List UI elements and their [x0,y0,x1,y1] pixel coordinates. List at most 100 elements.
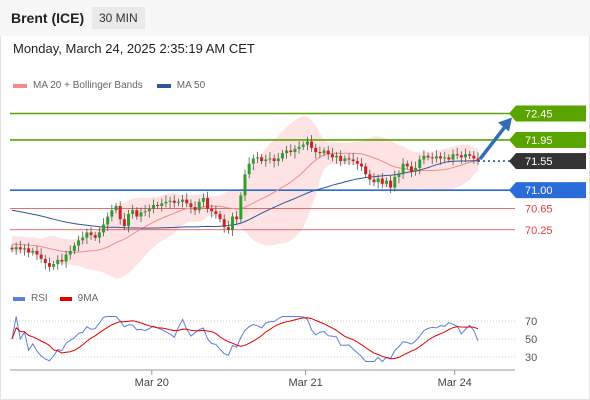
candle-body [43,258,47,264]
candle-body [360,163,363,167]
candle-body [280,153,284,159]
candle-body [56,259,60,265]
candle-body [131,210,135,214]
level-tag-71.00 [516,182,586,199]
legend-swatch-9ma [59,296,72,301]
candle-body [443,157,447,159]
candle-body [10,247,14,250]
candle-body [335,155,339,158]
legend-swatch-ma50 [156,83,171,88]
candle-body [472,155,476,159]
candle-body [276,158,280,162]
candle-body [235,216,239,220]
legend-item-rsi: RSI [13,293,48,304]
level-label-71.55: 71.55 [525,156,553,168]
candle-body [347,158,351,160]
candle-body [201,198,205,202]
symbol-title: Brent (ICE) [11,10,85,26]
candle-body [430,157,434,159]
candle-body [260,157,264,162]
candle-body [35,250,39,255]
x-tick-label: Mar 21 [288,377,322,389]
candle-body [181,199,185,202]
candle-body [314,147,318,153]
candle-body [210,208,214,212]
candle-body [310,141,314,148]
level-tag-pointer [509,131,516,148]
rsi-line [11,316,479,363]
candle-body [289,150,293,153]
candle-body [106,216,110,225]
candle-body [447,157,451,160]
candle-body [222,219,226,228]
candle-body [264,159,268,162]
candle-body [122,219,126,227]
candle-body [168,200,172,202]
candle-body [85,232,89,238]
timeframe-badge[interactable]: 30 MIN [92,7,145,29]
legend-label-ma20: MA 20 + Bollinger Bands [33,80,143,91]
candle-body [197,201,201,211]
candle-body [147,208,151,212]
candle-body [393,176,397,188]
candle-body [189,203,193,208]
legend-item-ma20: MA 20 + Bollinger Bands [13,80,143,91]
candle-body [81,237,85,241]
candle-body [384,180,388,184]
candle-body [77,240,81,246]
candle-body [239,195,243,220]
candle-body [439,156,443,159]
candle-body [418,159,422,168]
candle-body [231,216,235,230]
candle-body [297,146,301,149]
candle-body [301,144,305,147]
candle-body [110,210,114,217]
candle-body [326,150,330,155]
candle-body [405,163,409,167]
candle-body [414,167,418,172]
candle-body [368,174,372,180]
candle-body [60,259,64,262]
candle-body [426,155,430,158]
candle-body [218,213,222,220]
candle-body [251,158,255,164]
candle-body [434,156,438,159]
candle-body [409,166,413,172]
candle-body [243,174,247,196]
candle-body [364,166,368,175]
projection-arrow-head [498,117,512,132]
candle-body [31,250,35,253]
candle-body [206,198,210,209]
ma20-line [11,152,479,253]
level-label-72.45: 72.45 [525,109,553,121]
candle-body [52,264,56,267]
rsi-tick-label: 30 [525,352,537,364]
candle-body [476,158,480,162]
candle-body [47,263,51,267]
datetime-stamp: Monday, March 24, 2025 2:35:19 AM CET [13,41,255,56]
ma50-line [11,160,479,229]
candle-body [401,163,405,175]
candle-body [451,154,455,160]
candle-body [468,154,472,156]
candle-body [376,178,380,183]
level-tag-72.45 [516,105,586,122]
candle-body [164,201,168,204]
x-tick-label: Mar 20 [135,377,169,389]
legend-swatch-rsi [13,296,25,301]
candle-body [272,158,276,162]
candle-body [185,199,189,204]
candle-body [372,179,376,183]
rsi-legend: RSI 9MA [13,293,110,304]
legend-label-ma50: MA 50 [176,80,206,91]
candle-body [422,155,426,160]
candle-body [172,200,176,203]
legend-item-ma50: MA 50 [156,80,206,91]
candle-body [339,155,343,162]
candle-body [397,174,401,177]
x-tick-label: Mar 24 [438,377,472,389]
candle-body [102,224,106,233]
legend-swatch-ma20 [13,83,27,88]
candle-body [143,211,147,213]
